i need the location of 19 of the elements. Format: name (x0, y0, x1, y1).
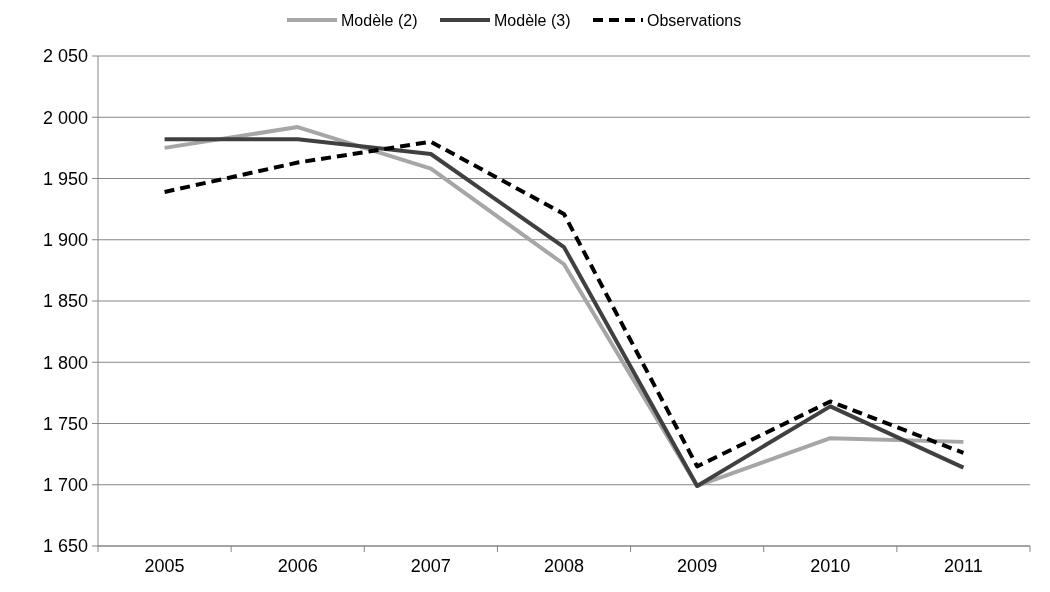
legend-label: Modèle (2) (341, 11, 418, 29)
y-tick-label: 1 850 (42, 291, 88, 312)
legend-label: Modèle (3) (494, 11, 571, 29)
y-tick-label: 1 800 (42, 352, 88, 373)
x-tick-label: 2011 (944, 556, 983, 576)
x-tick-label: 2010 (810, 556, 851, 576)
x-tick-label: 2005 (144, 556, 185, 576)
y-tick-label: 1 900 (42, 230, 88, 251)
y-tick-label: 2 000 (42, 107, 88, 128)
x-tick-label: 2007 (410, 556, 451, 576)
y-tick-label: 1 950 (42, 168, 88, 189)
x-tick-label: 2009 (677, 556, 718, 576)
y-tick-label: 1 650 (42, 536, 88, 557)
legend-label: Observations (647, 11, 742, 29)
y-tick-label: 1 750 (42, 413, 88, 434)
x-tick-label: 2008 (543, 556, 585, 576)
y-tick-label: 1 700 (42, 475, 88, 496)
y-tick-label: 2 050 (42, 46, 88, 67)
x-tick-label: 2006 (277, 556, 318, 576)
